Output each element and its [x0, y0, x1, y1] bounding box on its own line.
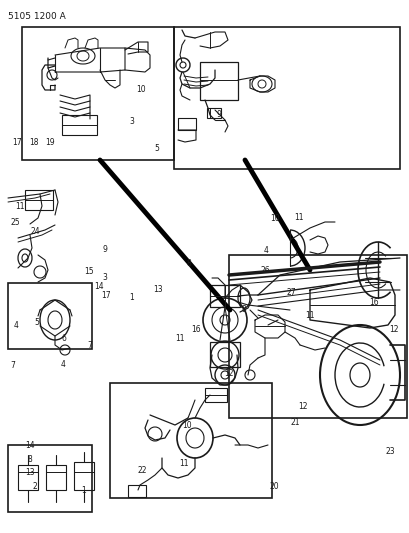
Text: 11: 11 [294, 213, 303, 222]
Text: 18: 18 [29, 139, 38, 147]
Text: 1: 1 [81, 486, 86, 495]
Text: 16: 16 [191, 325, 200, 334]
Bar [46, 465, 66, 490]
Text: 24: 24 [30, 228, 40, 236]
Bar [207, 108, 220, 118]
Text: 10: 10 [182, 421, 191, 430]
Bar [200, 62, 237, 100]
Text: 26: 26 [260, 266, 270, 275]
Text: 7: 7 [10, 361, 15, 370]
Text: 14: 14 [25, 441, 34, 449]
Text: 1: 1 [129, 293, 134, 302]
Text: 10: 10 [136, 85, 146, 94]
Text: 9: 9 [102, 245, 107, 254]
Bar [178, 118, 196, 130]
Bar [74, 462, 94, 490]
Text: 16: 16 [368, 298, 378, 307]
Bar [8, 445, 92, 512]
Text: 4: 4 [13, 321, 18, 329]
Text: 9: 9 [216, 110, 221, 119]
Text: 17: 17 [101, 292, 110, 300]
Text: 5: 5 [154, 144, 159, 152]
Text: 7: 7 [87, 341, 92, 350]
Text: 11: 11 [304, 311, 314, 320]
Bar [110, 383, 271, 498]
Text: 13: 13 [25, 468, 34, 477]
Text: 2: 2 [32, 482, 37, 490]
Bar [209, 285, 239, 307]
Text: 23: 23 [384, 448, 394, 456]
Text: 3: 3 [129, 117, 134, 126]
Text: 22: 22 [137, 466, 147, 474]
Text: 12: 12 [388, 325, 398, 334]
Text: 3: 3 [102, 273, 107, 281]
Text: 5: 5 [34, 319, 39, 327]
Bar [25, 190, 53, 210]
Text: 8: 8 [27, 455, 32, 464]
Text: 15: 15 [84, 268, 94, 276]
Text: 21: 21 [290, 418, 299, 426]
Bar [62, 115, 97, 135]
Bar [128, 485, 146, 497]
Text: 6: 6 [61, 334, 66, 343]
Text: 11: 11 [175, 334, 185, 343]
Text: 12: 12 [298, 402, 308, 411]
Bar [22, 27, 173, 160]
Text: 20: 20 [269, 482, 279, 490]
Bar [229, 255, 406, 418]
Text: 8: 8 [241, 305, 246, 313]
Bar [18, 465, 38, 490]
Text: 10: 10 [269, 214, 279, 223]
Text: 8: 8 [186, 260, 191, 268]
Text: 17: 17 [12, 139, 22, 147]
Text: 12: 12 [223, 369, 233, 377]
Text: 11: 11 [178, 459, 188, 468]
Text: 5105 1200 A: 5105 1200 A [8, 12, 65, 21]
Text: 4: 4 [61, 360, 66, 368]
Text: 27: 27 [285, 288, 295, 296]
Text: 19: 19 [45, 139, 55, 147]
Bar [209, 342, 239, 367]
Text: 13: 13 [153, 286, 162, 294]
Bar [204, 388, 227, 402]
Bar [8, 283, 92, 349]
Text: 11: 11 [15, 203, 25, 211]
Text: 4: 4 [263, 246, 268, 255]
Text: 25: 25 [11, 219, 20, 227]
Text: 14: 14 [94, 282, 104, 291]
Bar [173, 27, 399, 169]
